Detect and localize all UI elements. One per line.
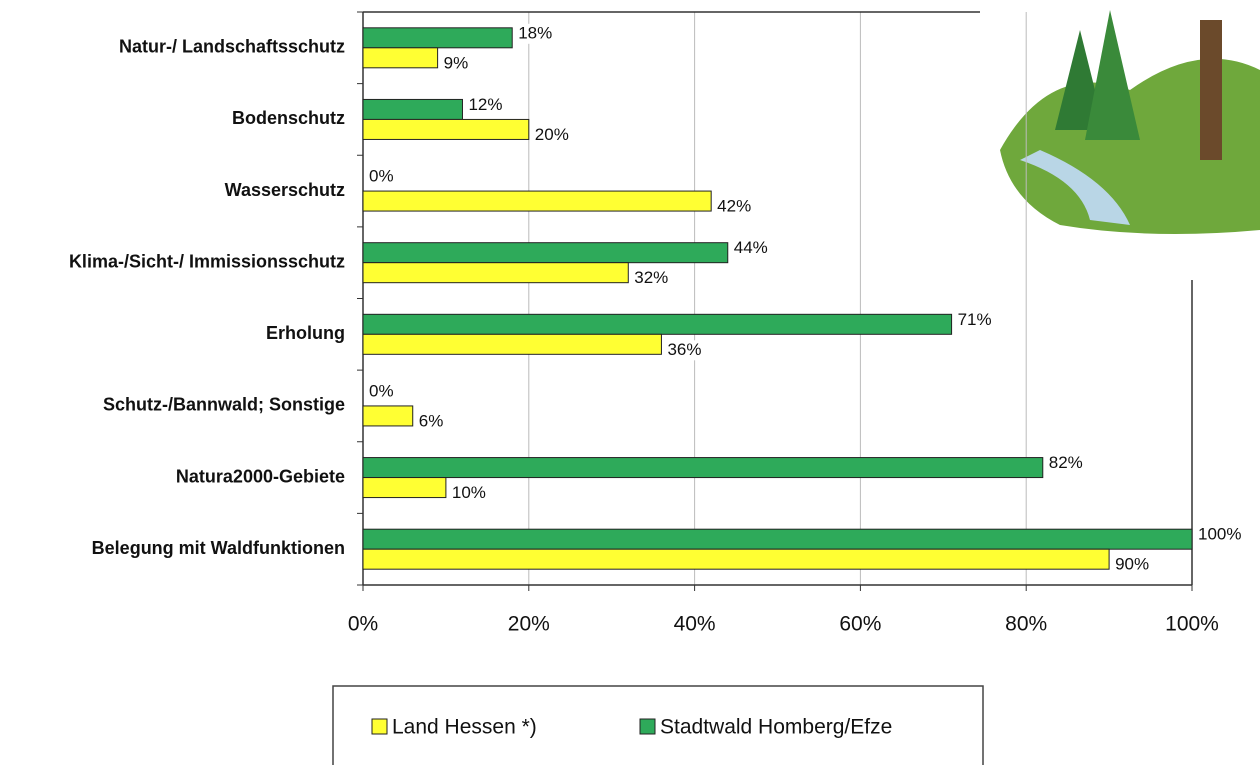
category-label: Bodenschutz — [232, 108, 345, 128]
x-tick-label: 20% — [508, 613, 550, 636]
value-label: 44% — [734, 238, 768, 257]
x-tick-label: 0% — [348, 613, 378, 636]
value-label-bg — [531, 125, 578, 146]
value-label-bg — [1112, 555, 1159, 576]
bar — [362, 528, 1193, 550]
x-tick-label: 40% — [674, 613, 716, 636]
value-label-bg — [1195, 525, 1241, 546]
legend-label: Land Hessen *) — [392, 716, 537, 739]
value-label-bg — [366, 167, 412, 188]
category-label: Natur-/ Landschaftsschutz — [119, 37, 345, 57]
bar — [362, 477, 447, 499]
bar — [362, 118, 530, 140]
value-label-bg — [448, 483, 495, 504]
value-label: 0% — [369, 167, 394, 186]
bar — [362, 98, 463, 120]
value-label: 6% — [419, 411, 444, 430]
value-label: 20% — [535, 125, 569, 144]
bar — [362, 262, 629, 284]
value-label-bg — [1045, 453, 1092, 474]
value-label: 71% — [958, 310, 992, 329]
x-tick-label: 80% — [1005, 613, 1047, 636]
forest-illustration — [1000, 10, 1260, 234]
x-tick-label: 100% — [1165, 613, 1219, 636]
value-label-bg — [465, 95, 512, 116]
category-label: Belegung mit Waldfunktionen — [92, 538, 345, 558]
value-label: 9% — [444, 53, 469, 72]
bar — [362, 47, 439, 69]
value-label: 42% — [717, 197, 751, 216]
bar — [362, 333, 662, 355]
x-tick-label: 60% — [839, 613, 881, 636]
bar — [362, 313, 953, 335]
bar — [362, 548, 1110, 570]
bar — [362, 190, 712, 212]
value-label-bg — [415, 411, 462, 432]
value-label-bg — [954, 310, 1001, 331]
value-label: 100% — [1198, 525, 1241, 544]
value-label-bg — [515, 23, 562, 44]
legend-swatch — [371, 718, 388, 735]
legend-label: Stadtwald Homberg/Efze — [660, 716, 892, 739]
bar — [362, 457, 1044, 479]
value-label: 10% — [452, 483, 486, 502]
value-label-bg — [714, 197, 761, 218]
value-label: 32% — [634, 268, 668, 287]
value-label-bg — [664, 340, 711, 361]
category-label: Schutz-/Bannwald; Sonstige — [103, 395, 345, 415]
value-label: 12% — [468, 95, 502, 114]
value-label-bg — [440, 53, 487, 74]
value-label-bg — [730, 238, 777, 259]
category-label: Erholung — [266, 323, 345, 343]
value-label-bg — [366, 381, 412, 402]
value-label: 90% — [1115, 555, 1149, 574]
legend-box — [332, 685, 984, 765]
bar — [362, 405, 414, 427]
category-label: Klima-/Sicht-/ Immissionsschutz — [69, 251, 345, 271]
category-label: Wasserschutz — [225, 180, 345, 200]
legend-swatch — [639, 718, 656, 735]
value-label: 0% — [369, 381, 394, 400]
value-label: 82% — [1049, 453, 1083, 472]
category-label: Natura2000-Gebiete — [176, 466, 345, 486]
bar — [362, 27, 513, 49]
value-label: 36% — [667, 340, 701, 359]
value-label-bg — [631, 268, 678, 289]
value-label: 18% — [518, 23, 552, 42]
bar — [362, 242, 729, 264]
